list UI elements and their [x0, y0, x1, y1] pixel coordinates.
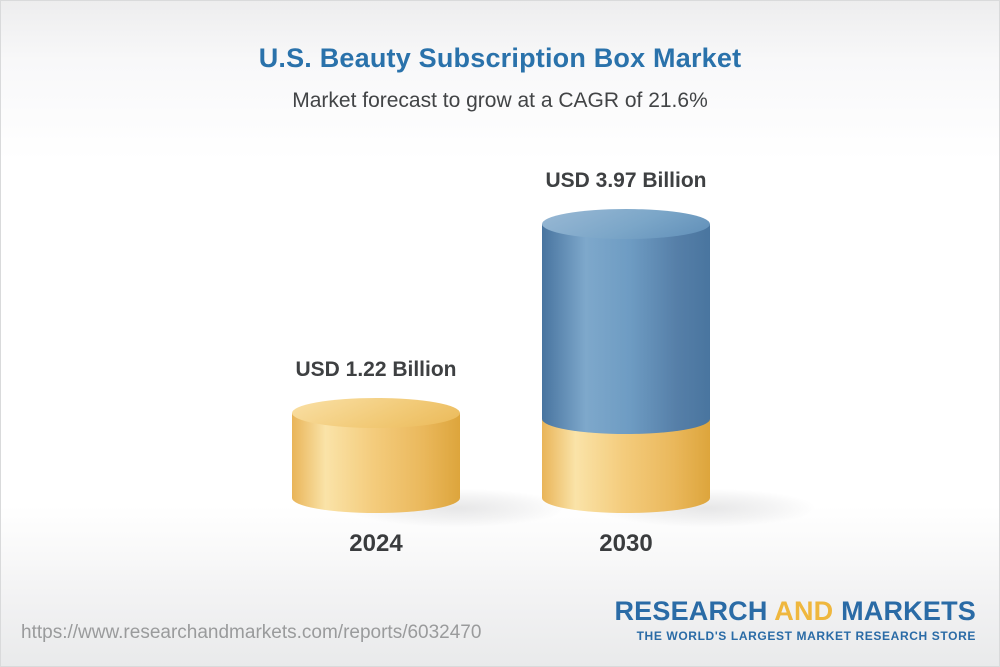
logo-word-research: RESEARCH	[614, 596, 768, 626]
cylinder-2024-body	[292, 413, 460, 513]
value-label-2030: USD 3.97 Billion	[545, 169, 707, 192]
report-url: https://www.researchandmarkets.com/repor…	[21, 622, 482, 643]
logo-word-and: AND	[774, 596, 834, 626]
cylinder-2030-top	[542, 209, 710, 239]
page-subtitle: Market forecast to grow at a CAGR of 21.…	[292, 89, 708, 112]
value-label-2024: USD 1.22 Billion	[295, 358, 457, 381]
logo-tagline: THE WORLD'S LARGEST MARKET RESEARCH STOR…	[636, 629, 976, 643]
category-label-2030: 2030	[599, 530, 653, 557]
page-title: U.S. Beauty Subscription Box Market	[258, 43, 742, 73]
research-and-markets-logo: RESEARCH AND MARKETS THE WORLD'S LARGEST…	[614, 598, 976, 643]
cylinder-2024-top	[292, 398, 460, 428]
logo-word-markets: MARKETS	[841, 596, 976, 626]
category-label-2024: 2024	[349, 530, 403, 557]
cylinder-2030-base-segment	[542, 419, 710, 513]
logo-wordmark: RESEARCH AND MARKETS	[614, 598, 976, 625]
cylinder-2030-body	[542, 224, 710, 434]
